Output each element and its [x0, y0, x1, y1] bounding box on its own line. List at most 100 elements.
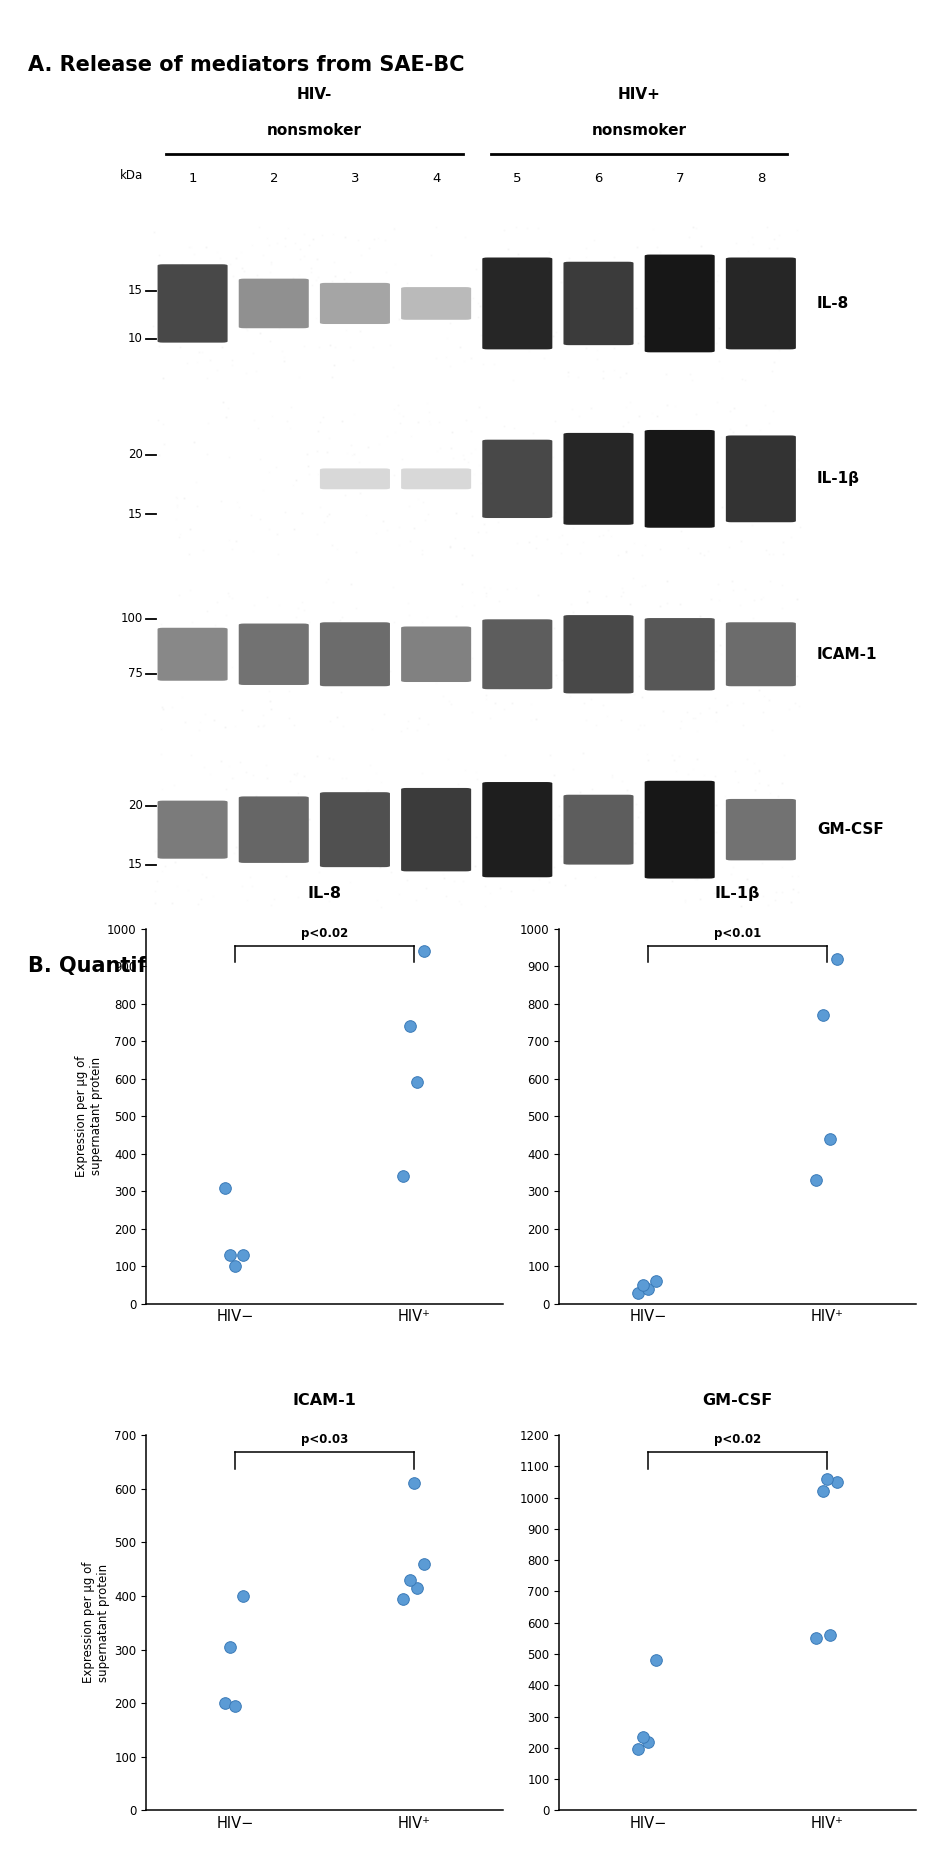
Point [648, 1645, 663, 1675]
Point [217, 1688, 232, 1718]
Point [641, 1726, 656, 1756]
Text: p<0.03: p<0.03 [301, 1433, 348, 1446]
Text: 100: 100 [121, 612, 143, 625]
Point [410, 1067, 425, 1097]
FancyBboxPatch shape [239, 623, 309, 685]
Text: 10: 10 [128, 332, 143, 345]
FancyBboxPatch shape [482, 619, 552, 688]
Point [819, 1463, 834, 1493]
Point [406, 1469, 421, 1499]
Text: 15: 15 [128, 859, 143, 872]
Point [402, 1565, 417, 1595]
Text: HIV-: HIV- [296, 88, 332, 103]
Text: HIV+: HIV+ [617, 88, 661, 103]
Text: p<0.01: p<0.01 [714, 927, 761, 940]
FancyBboxPatch shape [320, 283, 390, 325]
FancyBboxPatch shape [401, 469, 471, 490]
Point [396, 1161, 411, 1191]
Point [808, 1165, 823, 1195]
Y-axis label: Expression per μg of
supernatant protein: Expression per μg of supernatant protein [82, 1563, 110, 1683]
Text: 8: 8 [757, 173, 765, 186]
FancyBboxPatch shape [320, 792, 390, 867]
Title: IL-8: IL-8 [308, 885, 342, 900]
Text: A. Release of mediators from SAE-BC: A. Release of mediators from SAE-BC [28, 54, 464, 75]
Text: 75: 75 [128, 668, 143, 679]
FancyBboxPatch shape [482, 257, 552, 349]
FancyBboxPatch shape [645, 780, 715, 878]
FancyBboxPatch shape [726, 623, 796, 687]
Point [416, 1550, 431, 1580]
Text: 6: 6 [595, 173, 602, 186]
FancyBboxPatch shape [726, 257, 796, 349]
Point [217, 1172, 232, 1203]
FancyBboxPatch shape [158, 265, 228, 343]
Point [631, 1733, 646, 1763]
Point [822, 1621, 837, 1651]
Text: B. Quantification: B. Quantification [28, 957, 227, 976]
Text: 5: 5 [513, 173, 522, 186]
Text: IL-8: IL-8 [817, 296, 850, 311]
Point [830, 1467, 845, 1497]
Point [235, 1240, 250, 1270]
Point [631, 1278, 646, 1308]
FancyBboxPatch shape [401, 627, 471, 683]
Point [816, 1476, 831, 1506]
Text: kDa: kDa [120, 169, 143, 182]
Point [228, 1251, 243, 1281]
FancyBboxPatch shape [482, 439, 552, 518]
Title: IL-1β: IL-1β [715, 885, 760, 900]
Text: 7: 7 [675, 173, 684, 186]
FancyBboxPatch shape [564, 263, 633, 345]
Text: 2: 2 [269, 173, 278, 186]
FancyBboxPatch shape [158, 628, 228, 681]
Text: 1: 1 [188, 173, 197, 186]
Point [641, 1274, 656, 1304]
FancyBboxPatch shape [401, 287, 471, 319]
FancyBboxPatch shape [645, 255, 715, 353]
Text: 3: 3 [350, 173, 360, 186]
FancyBboxPatch shape [645, 617, 715, 690]
Point [808, 1623, 823, 1653]
Text: p<0.02: p<0.02 [714, 1433, 761, 1446]
Y-axis label: Expression per μg of
supernatant protein: Expression per μg of supernatant protein [75, 1056, 103, 1176]
Title: GM-CSF: GM-CSF [702, 1392, 772, 1407]
Point [223, 1240, 238, 1270]
Text: 15: 15 [128, 283, 143, 296]
Point [396, 1583, 411, 1613]
Point [635, 1722, 650, 1752]
FancyBboxPatch shape [645, 430, 715, 527]
FancyBboxPatch shape [564, 433, 633, 525]
FancyBboxPatch shape [158, 801, 228, 859]
FancyBboxPatch shape [320, 469, 390, 490]
Text: IL-1β: IL-1β [817, 471, 860, 486]
Text: nonsmoker: nonsmoker [267, 122, 362, 137]
Point [635, 1270, 650, 1300]
Text: ICAM-1: ICAM-1 [817, 647, 878, 662]
Point [648, 1266, 663, 1296]
Text: GM-CSF: GM-CSF [817, 822, 884, 837]
Title: ICAM-1: ICAM-1 [293, 1392, 357, 1407]
Point [402, 1011, 417, 1041]
Text: 20: 20 [128, 448, 143, 461]
Text: 15: 15 [128, 508, 143, 522]
Text: 20: 20 [128, 799, 143, 812]
FancyBboxPatch shape [401, 788, 471, 870]
FancyBboxPatch shape [239, 797, 309, 863]
FancyBboxPatch shape [564, 795, 633, 865]
FancyBboxPatch shape [320, 623, 390, 687]
FancyBboxPatch shape [726, 435, 796, 522]
Text: nonsmoker: nonsmoker [592, 122, 686, 137]
Point [410, 1572, 425, 1602]
Point [235, 1581, 250, 1611]
FancyBboxPatch shape [239, 280, 309, 328]
FancyBboxPatch shape [482, 782, 552, 878]
Point [223, 1632, 238, 1662]
Point [830, 944, 845, 974]
Point [822, 1124, 837, 1154]
Point [816, 1000, 831, 1030]
Point [228, 1690, 243, 1720]
FancyBboxPatch shape [726, 799, 796, 861]
Point [416, 936, 431, 966]
FancyBboxPatch shape [564, 615, 633, 694]
Text: p<0.02: p<0.02 [301, 927, 348, 940]
